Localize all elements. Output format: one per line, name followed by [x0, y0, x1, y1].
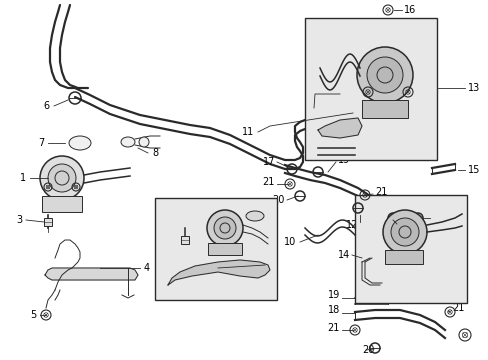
Text: 17: 17 [262, 157, 274, 167]
Text: 13: 13 [467, 83, 479, 93]
Bar [44, 218, 52, 226]
Text: 9: 9 [343, 89, 349, 99]
Text: 12: 12 [345, 220, 357, 230]
Text: 11: 11 [241, 127, 253, 137]
Circle shape [40, 156, 84, 200]
Circle shape [48, 164, 76, 192]
Text: 6: 6 [44, 101, 50, 111]
Bar [354, 195, 466, 303]
Text: 4: 4 [143, 263, 150, 273]
Polygon shape [168, 260, 269, 285]
Ellipse shape [121, 137, 135, 147]
Bar [42, 196, 82, 212]
Bar [181, 236, 189, 244]
Circle shape [366, 57, 402, 93]
Text: 19: 19 [327, 290, 339, 300]
Text: 15: 15 [467, 165, 479, 175]
Text: 18: 18 [327, 305, 339, 315]
Text: 5: 5 [30, 310, 36, 320]
Text: 3: 3 [16, 215, 22, 225]
Bar [305, 108, 323, 120]
Text: 21: 21 [327, 323, 339, 333]
Bar [155, 198, 276, 300]
Circle shape [382, 210, 426, 254]
Text: 2: 2 [267, 260, 274, 270]
Circle shape [390, 218, 418, 246]
Bar [361, 100, 407, 118]
Text: 16: 16 [403, 5, 415, 15]
Text: 10: 10 [283, 237, 295, 247]
Circle shape [214, 217, 236, 239]
Text: 12: 12 [399, 219, 411, 229]
Text: 1: 1 [20, 173, 26, 183]
Bar [207, 243, 242, 255]
Text: 16: 16 [431, 213, 443, 223]
Text: 7: 7 [38, 138, 44, 148]
Text: 21: 21 [451, 303, 464, 313]
Ellipse shape [245, 211, 264, 221]
Text: 20: 20 [272, 195, 285, 205]
Text: 8: 8 [152, 148, 158, 158]
Circle shape [356, 47, 412, 103]
Text: 21: 21 [262, 177, 274, 187]
Text: 19: 19 [337, 155, 349, 165]
Text: 21: 21 [374, 187, 386, 197]
Polygon shape [45, 268, 138, 280]
Ellipse shape [69, 136, 91, 150]
Polygon shape [317, 118, 361, 138]
Text: 14: 14 [337, 250, 349, 260]
Circle shape [206, 210, 243, 246]
Bar [384, 250, 422, 264]
Ellipse shape [139, 137, 149, 147]
Text: 20: 20 [361, 345, 374, 355]
Bar [305, 18, 436, 160]
